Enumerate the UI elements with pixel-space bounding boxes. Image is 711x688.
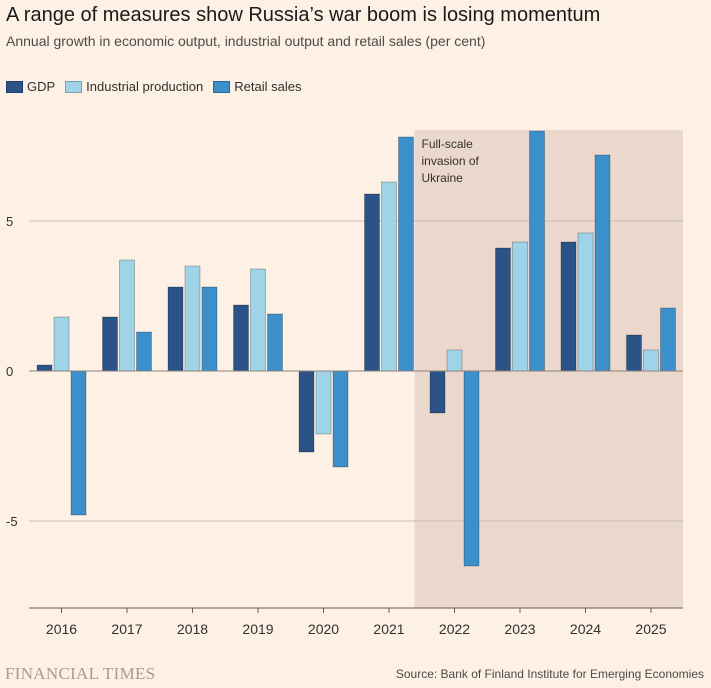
bar-industrial-2019 xyxy=(250,268,266,372)
y-tick-label: -5 xyxy=(6,514,18,529)
bar-retail-2016 xyxy=(70,370,87,516)
bar-retail-2019 xyxy=(267,313,283,372)
annotation-line: Full-scale xyxy=(422,137,474,151)
legend-item-gdp: GDP xyxy=(6,79,55,94)
y-tick-label: 0 xyxy=(6,364,13,379)
bar-retail-2017 xyxy=(136,331,152,372)
ft-logo: FINANCIAL TIMES xyxy=(5,664,156,683)
bar-retail-2024 xyxy=(594,154,611,372)
bar-industrial-2016 xyxy=(53,316,70,372)
bar-gdp-2016 xyxy=(36,364,53,372)
bar-industrial-2021 xyxy=(381,181,397,372)
bar-retail-2018 xyxy=(201,286,218,372)
bar-gdp-2019 xyxy=(233,304,249,372)
x-tick-label-2022: 2022 xyxy=(439,621,470,637)
bar-gdp-2018 xyxy=(167,286,184,372)
bar-gdp-2020 xyxy=(298,370,315,453)
x-tick-label-2023: 2023 xyxy=(504,621,535,637)
x-tick-label-2017: 2017 xyxy=(111,621,142,637)
bar-retail-2025 xyxy=(660,307,676,372)
bar-gdp-2021 xyxy=(364,193,380,372)
bar-gdp-2017 xyxy=(102,316,118,372)
chart-title: A range of measures show Russia’s war bo… xyxy=(6,4,601,26)
legend-label-industrial-production: Industrial production xyxy=(86,79,204,94)
bar-industrial-2018 xyxy=(184,265,201,372)
legend-swatch-industrial-production xyxy=(65,80,83,93)
legend-swatch-gdp xyxy=(6,80,23,93)
x-tick-label-2024: 2024 xyxy=(570,621,601,637)
x-tick-label-2025: 2025 xyxy=(635,621,666,637)
legend-item-industrial-production: Industrial production xyxy=(65,79,203,94)
chart-subtitle: Annual growth in economic output, indust… xyxy=(6,33,486,49)
legend: GDP Industrial production Retail sales xyxy=(6,79,311,94)
x-tick-label-2016: 2016 xyxy=(46,621,77,637)
bar-industrial-2025 xyxy=(643,349,659,372)
legend-label-retail-sales: Retail sales xyxy=(234,79,302,94)
annotation-line: invasion of xyxy=(422,154,480,168)
bar-retail-2021 xyxy=(398,136,414,372)
bar-industrial-2020 xyxy=(315,370,332,435)
bar-industrial-2022 xyxy=(446,349,463,372)
bar-industrial-2024 xyxy=(577,232,594,372)
bar-industrial-2017 xyxy=(119,259,135,372)
x-tick-label-2018: 2018 xyxy=(177,621,208,637)
legend-item-retail-sales: Retail sales xyxy=(213,79,301,94)
x-tick-label-2021: 2021 xyxy=(373,621,404,637)
x-tick-label-2019: 2019 xyxy=(242,621,273,637)
legend-label-gdp: GDP xyxy=(27,79,56,94)
bar-retail-2022 xyxy=(463,370,480,567)
bar-gdp-2024 xyxy=(560,241,577,372)
bar-gdp-2022 xyxy=(429,370,446,414)
y-tick-label: 5 xyxy=(6,214,13,229)
source-note: Source: Bank of Finland Institute for Em… xyxy=(395,667,704,681)
bar-industrial-2023 xyxy=(512,241,528,372)
legend-swatch-retail-sales xyxy=(213,80,231,93)
bar-retail-2020 xyxy=(332,370,349,468)
bar-retail-2023 xyxy=(529,130,545,372)
bar-gdp-2023 xyxy=(495,247,511,372)
bar-gdp-2025 xyxy=(626,334,642,372)
x-tick-label-2020: 2020 xyxy=(308,621,339,637)
annotation-line: Ukraine xyxy=(422,171,464,185)
